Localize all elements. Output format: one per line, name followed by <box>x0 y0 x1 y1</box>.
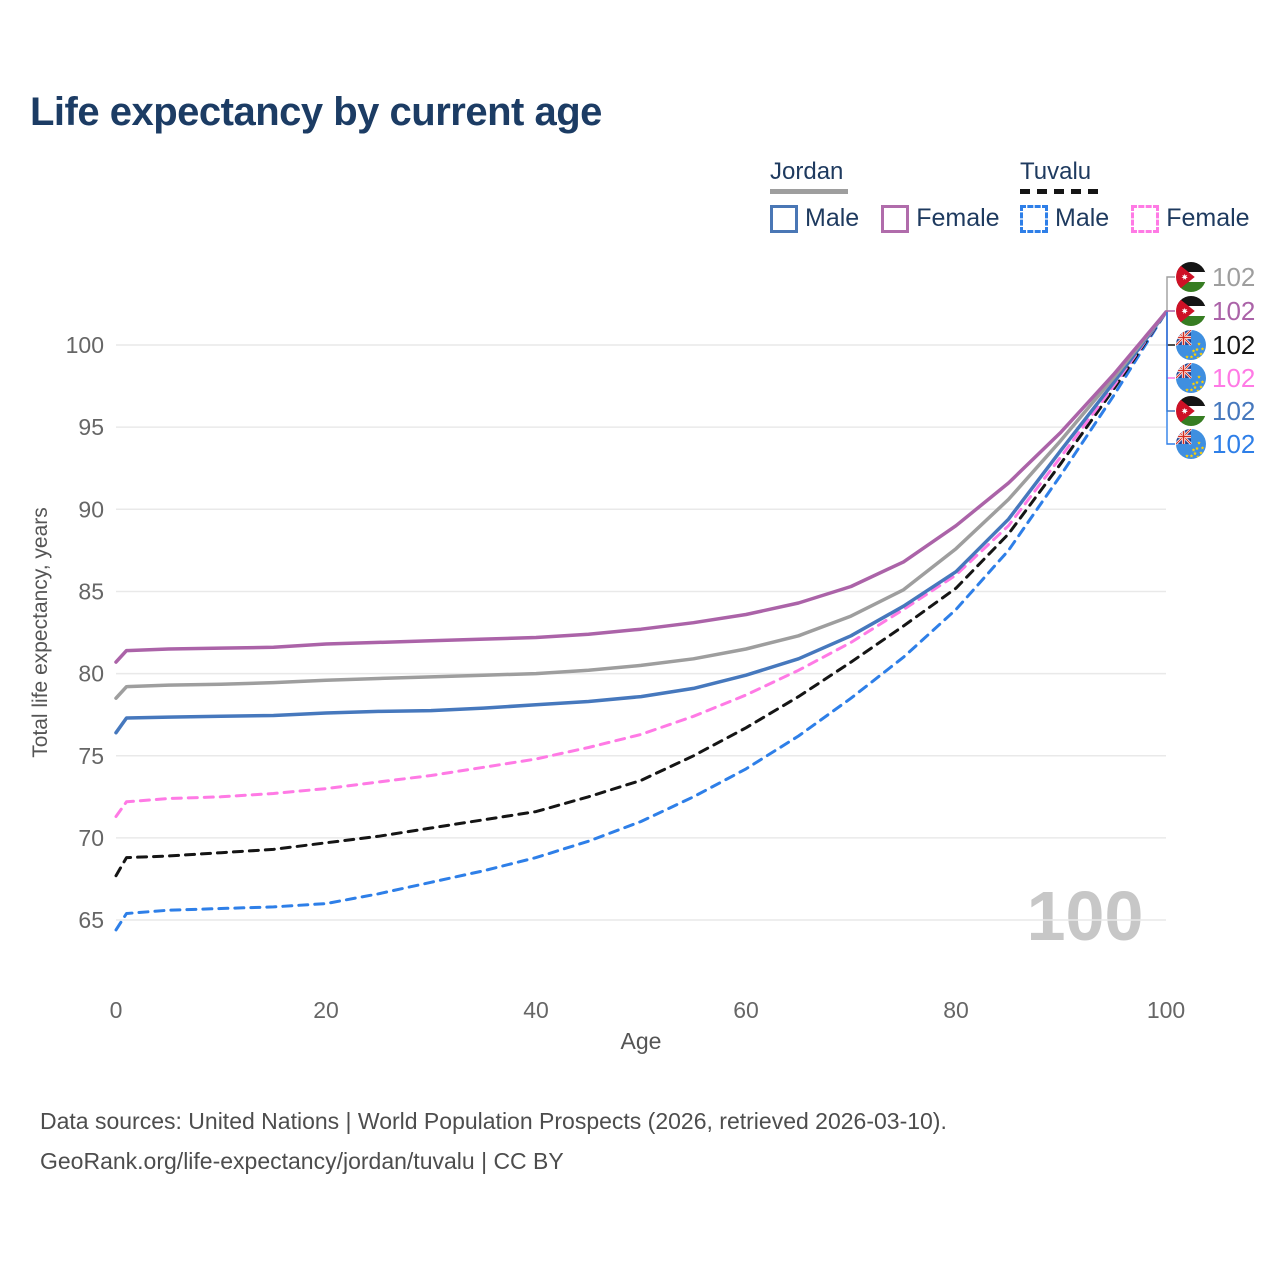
jordan-flag-icon <box>1176 296 1206 326</box>
x-tick-100: 100 <box>1147 997 1185 1023</box>
legend-item-tuvalu-female[interactable]: Female <box>1131 204 1271 233</box>
y-tick-100: 100 <box>66 332 104 358</box>
legend-country-tuvalu[interactable]: Tuvalu <box>1020 158 1092 185</box>
end-label-connector-0 <box>1166 276 1175 313</box>
x-tick-40: 40 <box>523 997 549 1023</box>
line-tuvalu-male[interactable] <box>114 310 1168 932</box>
legend-item-tuvalu-male[interactable]: Male <box>1020 204 1131 233</box>
jordan-flag-icon <box>1176 262 1206 292</box>
end-label-connector-5 <box>1166 312 1175 445</box>
legend-label-tuvalu-female: Female <box>1166 204 1250 232</box>
tuvalu-flag-icon <box>1176 330 1206 360</box>
y-tick-90: 90 <box>78 496 104 522</box>
line-tuvalu-both[interactable] <box>114 310 1168 878</box>
tuvalu-flag-icon <box>1176 363 1206 393</box>
x-tick-20: 20 <box>313 997 339 1023</box>
data-sources-note: Data sources: United Nations | World Pop… <box>40 1108 947 1134</box>
legend-item-jordan-male[interactable]: Male <box>770 204 881 233</box>
end-label-value-tuvalu-both-sexes: 102 <box>1212 330 1255 360</box>
line-jordan-male[interactable] <box>114 310 1168 735</box>
jordan-female-swatch-icon <box>881 204 910 233</box>
line-jordan-female[interactable] <box>114 310 1168 664</box>
x-tick-80: 80 <box>943 997 969 1023</box>
x-tick-60: 60 <box>733 997 759 1023</box>
legend-label-jordan-female: Female <box>916 204 1000 232</box>
legend-item-jordan-female[interactable]: Female <box>881 204 1021 233</box>
y-tick-95: 95 <box>78 414 104 440</box>
y-tick-70: 70 <box>78 825 104 851</box>
end-label-value-jordan-female: 102 <box>1212 296 1255 326</box>
x-tick-0: 0 <box>110 997 123 1023</box>
legend-label-jordan-male: Male <box>805 204 860 232</box>
y-tick-75: 75 <box>78 743 104 769</box>
jordan-flag-icon <box>1176 396 1206 426</box>
end-label-value-jordan-both-sexes: 102 <box>1212 262 1255 292</box>
legend-group-jordan: Jordan Male Female <box>770 158 1022 233</box>
line-jordan-both[interactable] <box>114 310 1168 700</box>
legend-line-key-jordan <box>770 189 848 194</box>
tuvalu-female-swatch-icon <box>1131 204 1160 233</box>
end-label-connector-1 <box>1166 310 1175 313</box>
end-label-value-tuvalu-female: 102 <box>1212 363 1255 393</box>
jordan-male-swatch-icon <box>770 204 798 233</box>
y-tick-65: 65 <box>78 907 104 933</box>
tuvalu-flag-icon <box>1176 429 1206 459</box>
y-axis-title: Total life expectancy, years <box>29 507 52 758</box>
tuvalu-male-swatch-icon <box>1020 204 1048 233</box>
end-label-value-tuvalu-male: 102 <box>1212 429 1255 459</box>
legend-country-jordan[interactable]: Jordan <box>770 158 844 185</box>
x-axis-title: Age <box>621 1028 662 1054</box>
y-tick-80: 80 <box>78 661 104 687</box>
legend-group-tuvalu: Tuvalu Male Female <box>1020 158 1272 233</box>
page-title: Life expectancy by current age <box>30 90 602 134</box>
end-label-connector-2 <box>1166 312 1175 346</box>
attribution-note: GeoRank.org/life-expectancy/jordan/tuval… <box>40 1148 564 1174</box>
legend-line-key-tuvalu <box>1020 189 1100 194</box>
y-tick-85: 85 <box>78 578 104 604</box>
end-label-value-jordan-male: 102 <box>1212 396 1255 426</box>
legend-label-tuvalu-male: Male <box>1055 204 1110 232</box>
end-label-connector-4 <box>1166 312 1175 412</box>
line-tuvalu-female[interactable] <box>114 310 1168 818</box>
watermark-age-label: 100 <box>1027 877 1144 955</box>
